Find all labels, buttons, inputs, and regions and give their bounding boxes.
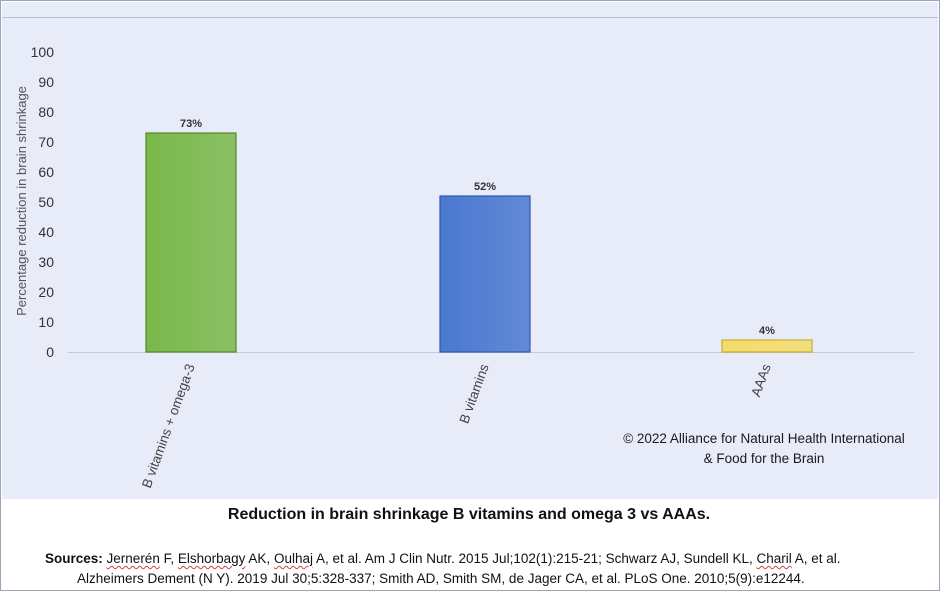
citation-text: F, <box>159 551 178 566</box>
misspelled-word: Charil <box>756 551 792 566</box>
bar-chart: 0 10 20 30 40 50 60 70 80 90 100 Percentage reducti… <box>14 44 914 490</box>
data-label: 52% <box>474 181 496 193</box>
misspelled-word: Elshorbagy <box>177 551 246 566</box>
sources-line-1: Sources: Jernerén F, Elshorbagy AK, Oulh… <box>45 549 925 569</box>
copyright-line-1: © 2022 Alliance for Natural Health Inter… <box>623 431 905 446</box>
misspelled-word: Oulhaj <box>273 551 313 566</box>
bar <box>721 339 813 353</box>
copyright-line-2: & Food for the Brain <box>703 451 825 466</box>
sources-label: Sources: <box>45 551 103 566</box>
y-tick-label: 40 <box>38 224 54 240</box>
citation-text: A, et al. Am J Clin Nutr. 2015 Jul;102(1… <box>312 551 757 566</box>
y-tick-label: 80 <box>38 104 54 120</box>
y-tick-label: 10 <box>38 314 54 330</box>
y-tick-label: 50 <box>38 194 54 210</box>
x-category-label: B vitamins + omega-3 <box>139 362 198 490</box>
y-tick-label: 100 <box>31 44 55 60</box>
plot-panel: 0 10 20 30 40 50 60 70 80 90 100 Percentage reducti… <box>2 2 938 499</box>
top-rule <box>2 17 938 18</box>
x-category-label: AAAs <box>748 362 774 399</box>
y-tick-label: 60 <box>38 164 54 180</box>
bar <box>439 195 531 353</box>
bar <box>145 132 237 353</box>
x-category-label: B vitamins <box>456 362 491 426</box>
y-tick-label: 0 <box>46 344 54 360</box>
copyright-notice: © 2022 Alliance for Natural Health Inter… <box>596 429 932 469</box>
citation-text: A, et al. <box>791 551 841 566</box>
y-tick-label: 70 <box>38 134 54 150</box>
y-tick-label: 90 <box>38 74 54 90</box>
sources-citations-start: Jernerén F, Elshorbagy AK, Oulhaj A, et … <box>103 551 841 566</box>
y-tick-label: 20 <box>38 284 54 300</box>
y-tick-label: 30 <box>38 254 54 270</box>
data-label: 73% <box>180 118 202 130</box>
y-axis-title: Percentage reduction in brain shrinkage <box>14 86 29 316</box>
sources-line-2: Alzheimers Dement (N Y). 2019 Jul 30;5:3… <box>77 571 805 586</box>
sources-block: Sources: Jernerén F, Elshorbagy AK, Oulh… <box>45 549 925 589</box>
misspelled-word: Jernerén <box>106 551 160 566</box>
citation-text: AK, <box>245 551 274 566</box>
figure-caption: Reduction in brain shrinkage B vitamins … <box>227 506 711 523</box>
data-label: 4% <box>759 325 775 337</box>
